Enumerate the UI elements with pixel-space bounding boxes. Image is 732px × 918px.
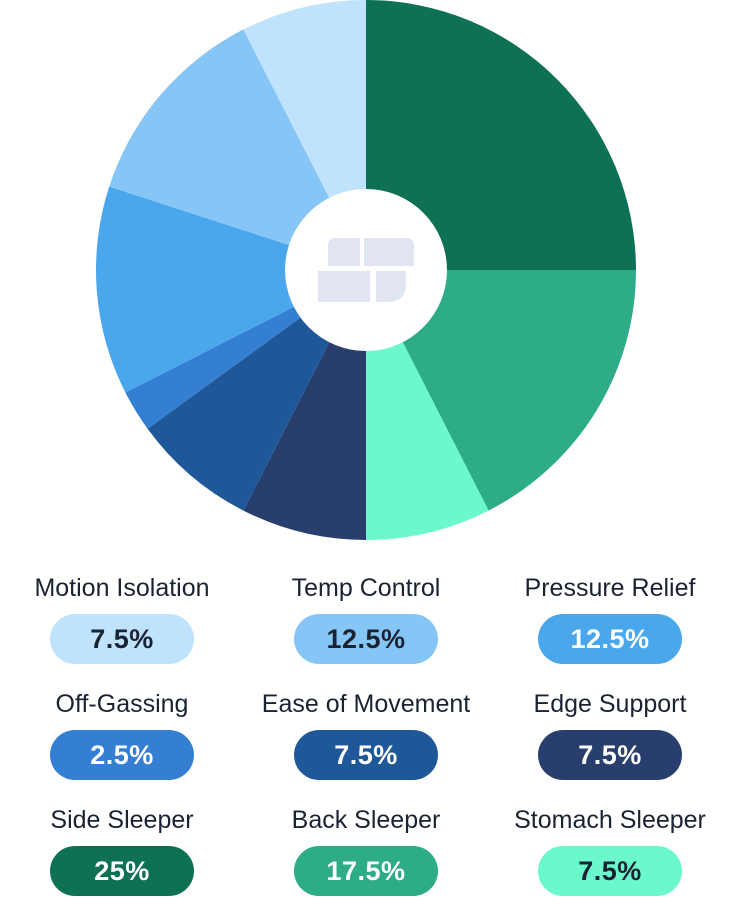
legend-label: Stomach Sleeper (514, 806, 706, 834)
pie-slice-pressure-relief (95, 186, 366, 393)
legend-label: Motion Isolation (34, 574, 210, 602)
legend-item-edge-support: Edge Support 7.5% (488, 686, 732, 802)
legend-item-temp-control: Temp Control 12.5% (244, 570, 488, 686)
legend-label: Pressure Relief (524, 574, 696, 602)
legend-label: Ease of Movement (261, 690, 471, 718)
brand-logo-icon (318, 238, 414, 302)
legend-value-badge: 7.5% (50, 614, 194, 664)
chart-legend: Motion Isolation 7.5% Temp Control 12.5% Pre… (0, 570, 732, 918)
legend-label: Back Sleeper (291, 806, 441, 834)
legend-value-badge: 12.5% (538, 614, 682, 664)
legend-label: Off-Gassing (55, 690, 189, 718)
legend-value-badge: 25% (50, 846, 194, 896)
pie-slice-temp-control (109, 29, 367, 271)
legend-item-off-gassing: Off-Gassing 2.5% (0, 686, 244, 802)
legend-value-badge: 7.5% (294, 730, 438, 780)
legend-label: Side Sleeper (50, 806, 194, 834)
legend-label: Edge Support (533, 690, 687, 718)
legend-value-badge: 7.5% (538, 846, 682, 896)
legend-item-stomach-sleeper: Stomach Sleeper 7.5% (488, 802, 732, 918)
donut-hole (285, 189, 447, 351)
pie-chart (95, 0, 636, 540)
legend-item-motion-isolation: Motion Isolation 7.5% (0, 570, 244, 686)
legend-item-pressure-relief: Pressure Relief 12.5% (488, 570, 732, 686)
pie-slice-ease-of-movement (147, 270, 366, 511)
legend-value-badge: 2.5% (50, 730, 194, 780)
pie-slice-side-sleeper (366, 0, 636, 270)
legend-value-badge: 17.5% (294, 846, 438, 896)
legend-value-badge: 7.5% (538, 730, 682, 780)
legend-value-badge: 12.5% (294, 614, 438, 664)
pie-chart-svg (95, 0, 636, 540)
legend-item-back-sleeper: Back Sleeper 17.5% (244, 802, 488, 918)
legend-item-side-sleeper: Side Sleeper 25% (0, 802, 244, 918)
legend-label: Temp Control (291, 574, 441, 602)
legend-item-ease-of-movement: Ease of Movement 7.5% (244, 686, 488, 802)
pie-slice-back-sleeper (366, 270, 636, 511)
